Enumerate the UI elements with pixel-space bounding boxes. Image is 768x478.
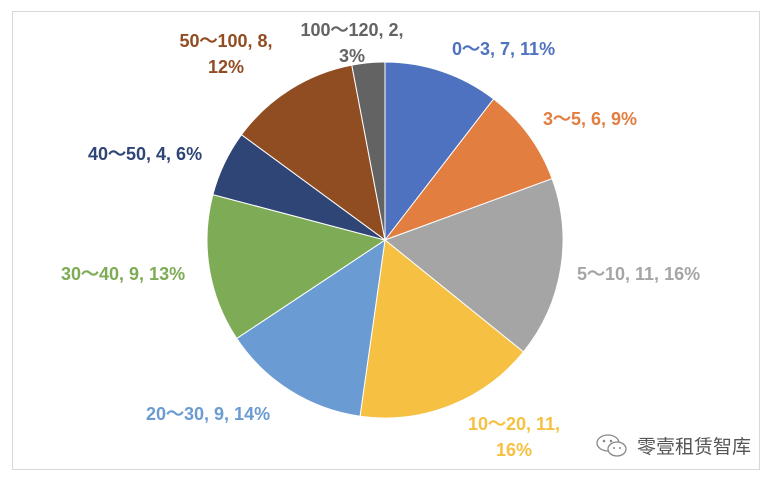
pie-slice-50～100 — [240, 64, 386, 242]
label-2: 5～10, 11, 16% — [577, 264, 701, 284]
pie-slice-30～40 — [206, 193, 387, 340]
label-7: 50～100, 8, 12% — [179, 31, 273, 77]
label-0: 0～3, 7, 11% — [452, 39, 556, 59]
watermark: 零壹租赁智库 — [595, 432, 751, 459]
pie-slice-20～30 — [236, 238, 386, 417]
pie-slice-100～120 — [351, 61, 386, 241]
pie-slice-3～5 — [383, 98, 553, 242]
label-1: 3～5, 6, 9% — [543, 109, 638, 129]
pie-slice-10～20 — [359, 239, 525, 419]
pie-slice-5～10 — [383, 178, 564, 353]
watermark-text: 零壹租赁智库 — [637, 437, 752, 458]
label-4: 20～30, 9, 14% — [146, 404, 271, 424]
pie-slice-0～3 — [384, 61, 495, 242]
label-5: 30～40, 9, 13% — [61, 264, 186, 284]
wechat-icon — [596, 433, 627, 457]
label-3: 10～20, 11, 16% — [467, 414, 561, 460]
label-6: 40～50, 4, 6% — [88, 144, 203, 164]
label-8: 100～120, 2, 3% — [300, 20, 404, 66]
